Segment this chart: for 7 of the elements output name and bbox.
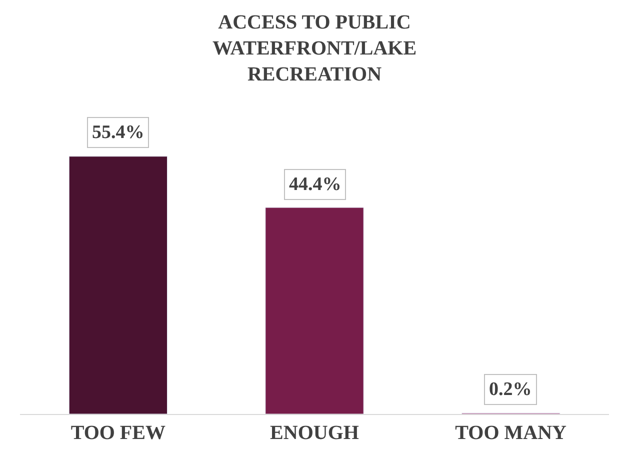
x-tick-label: TOO FEW [70,422,166,444]
data-label: 0.2% [489,379,532,400]
x-tick-label: TOO MANY [455,422,568,444]
data-label: 55.4% [92,122,144,143]
x-tick-label: ENOUGH [270,422,360,444]
data-label: 44.4% [289,174,342,195]
chart-title: ACCESS TO PUBLIC WATERFRONT/LAKE RECREATION [212,11,417,86]
